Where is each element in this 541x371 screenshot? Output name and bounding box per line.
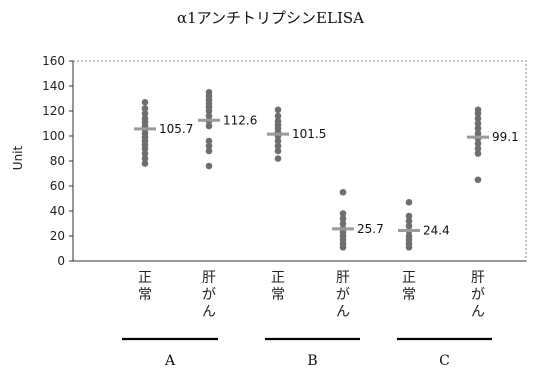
category-label: 肝: [202, 270, 216, 286]
y-axis-label: Unit: [11, 145, 25, 170]
category-label: 常: [138, 287, 152, 303]
mean-label: 112.6: [223, 113, 257, 127]
mean-bar: [467, 136, 489, 139]
category-label: ん: [336, 304, 350, 320]
y-tick-label: 40: [50, 204, 65, 218]
data-point: [406, 199, 413, 206]
category-label: が: [471, 287, 485, 303]
group-label: A: [164, 353, 176, 369]
data-point: [142, 99, 149, 106]
plot-frame: [73, 61, 526, 261]
data-point: [275, 155, 282, 162]
mean-label: 105.7: [159, 122, 193, 136]
mean-bar: [134, 127, 156, 130]
data-point: [406, 213, 413, 220]
mean-bar: [332, 227, 354, 230]
data-point: [142, 105, 149, 112]
y-tick-label: 120: [42, 104, 65, 118]
group-label: B: [307, 353, 317, 369]
category-label: 肝: [336, 270, 350, 286]
data-point: [340, 210, 347, 217]
data-point: [475, 176, 482, 183]
mean-label: 99.1: [492, 130, 519, 144]
mean-label: 24.4: [423, 224, 450, 238]
category-label: 肝: [471, 270, 485, 286]
data-point: [475, 106, 482, 113]
y-tick-label: 20: [50, 229, 65, 243]
data-point: [275, 106, 282, 113]
mean-bar: [267, 133, 289, 136]
data-point: [340, 189, 347, 196]
y-tick-label: 140: [42, 79, 65, 93]
mean-label: 25.7: [357, 222, 384, 236]
category-label: が: [202, 287, 216, 303]
category-label: 正: [271, 270, 285, 286]
category-label: ん: [471, 304, 485, 320]
y-tick-label: 80: [50, 154, 65, 168]
data-point: [206, 163, 213, 170]
category-label: 常: [271, 287, 285, 303]
mean-label: 101.5: [292, 127, 326, 141]
data-point: [275, 113, 282, 120]
category-label: 正: [402, 270, 416, 286]
y-tick-label: 0: [57, 254, 65, 268]
y-tick-label: 160: [42, 54, 65, 68]
data-point: [206, 138, 213, 145]
category-label: 常: [402, 287, 416, 303]
mean-bar: [398, 229, 420, 232]
category-label: ん: [202, 304, 216, 320]
group-label: C: [439, 353, 450, 369]
y-tick-label: 100: [42, 129, 65, 143]
y-tick-label: 60: [50, 179, 65, 193]
category-label: が: [336, 287, 350, 303]
data-point: [206, 89, 213, 96]
mean-bar: [198, 119, 220, 122]
category-label: 正: [138, 270, 152, 286]
